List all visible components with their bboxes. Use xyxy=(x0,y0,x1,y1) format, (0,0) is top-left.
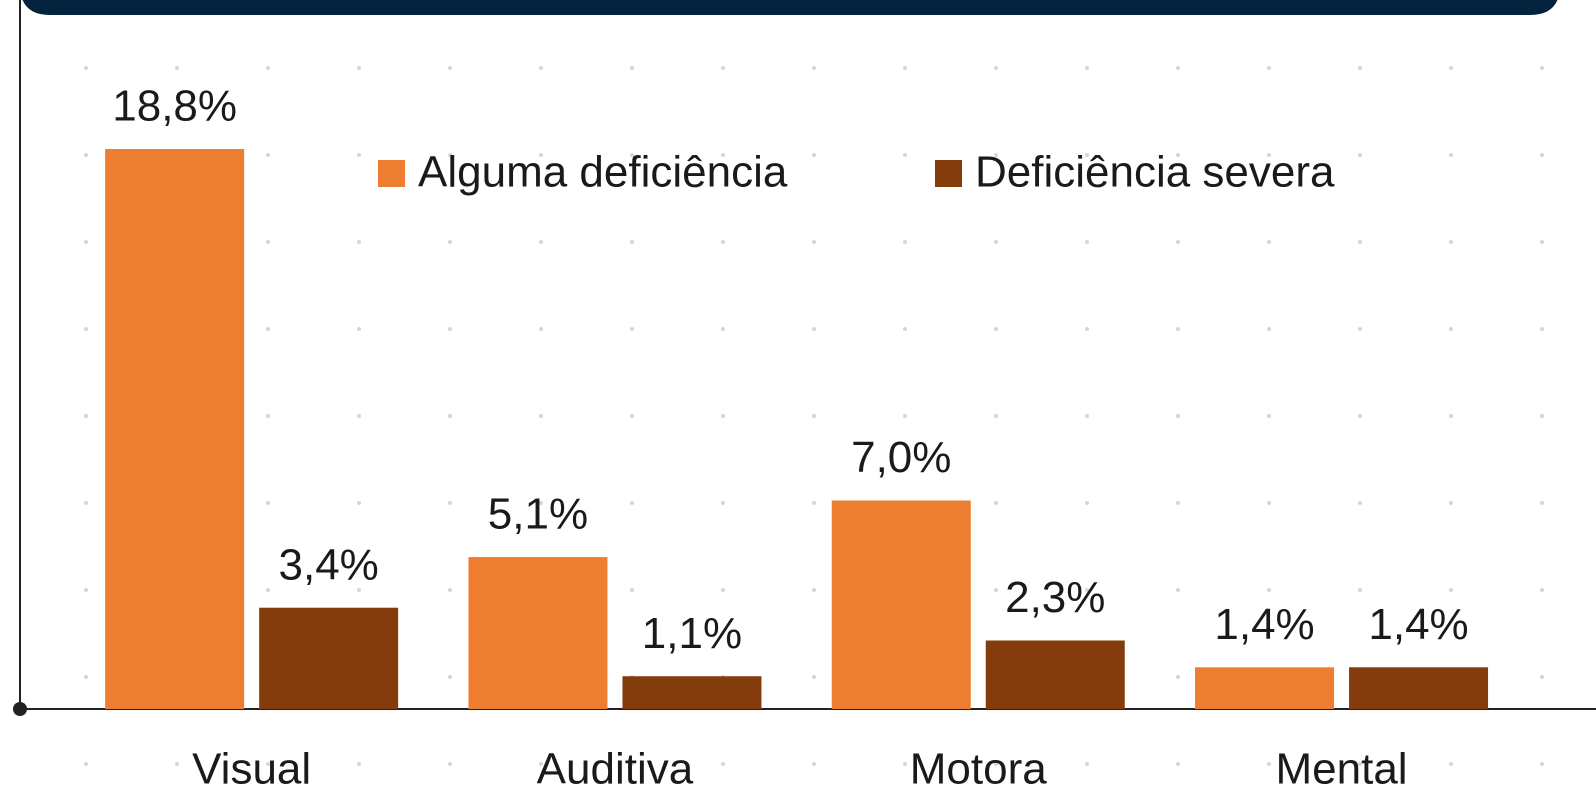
bar xyxy=(105,149,245,709)
bar xyxy=(831,500,971,709)
value-label: 7,0% xyxy=(851,433,951,482)
bar xyxy=(1195,667,1335,709)
bar xyxy=(622,676,762,709)
bar xyxy=(1349,667,1489,709)
legend-label: Deficiência severa xyxy=(975,148,1335,197)
x-tick-label: Mental xyxy=(1276,745,1408,794)
legend-swatch xyxy=(935,160,962,187)
bar xyxy=(468,557,608,709)
value-label: 1,4% xyxy=(1214,600,1314,649)
legend-label: Alguma deficiência xyxy=(418,148,788,197)
axis-origin xyxy=(13,702,27,716)
value-label: 2,3% xyxy=(1005,573,1105,622)
bar xyxy=(259,607,399,709)
header-band xyxy=(22,0,1558,15)
value-label: 18,8% xyxy=(112,82,237,131)
value-label: 5,1% xyxy=(488,490,588,539)
legend-swatch xyxy=(378,160,405,187)
bar xyxy=(985,640,1125,709)
value-label: 1,4% xyxy=(1368,600,1468,649)
x-tick-label: Motora xyxy=(910,745,1047,794)
value-label: 1,1% xyxy=(642,609,742,658)
x-tick-label: Visual xyxy=(192,745,311,794)
value-label: 3,4% xyxy=(279,540,379,589)
x-tick-label: Auditiva xyxy=(537,745,694,794)
